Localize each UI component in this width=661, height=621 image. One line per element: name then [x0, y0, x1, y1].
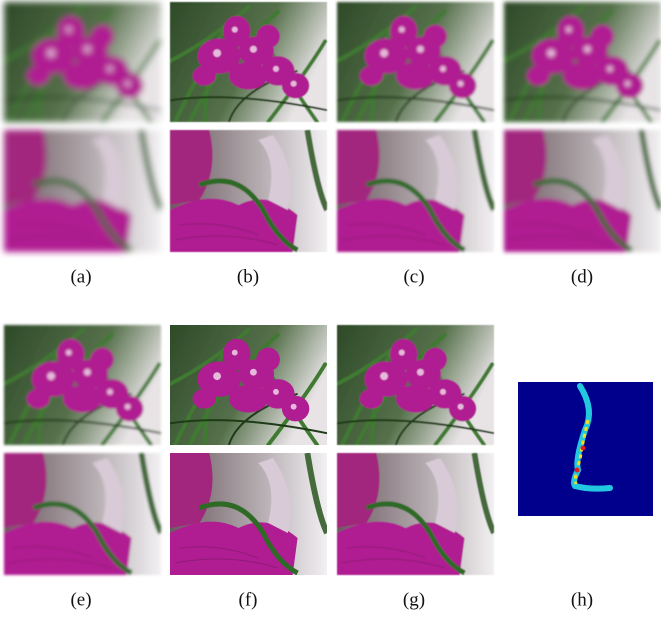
figure: (a) (b) (c) (d) (e) (f) (g) (h)	[0, 0, 661, 616]
panel-label: (b)	[237, 266, 259, 287]
result-image	[4, 325, 161, 445]
result-image	[337, 2, 494, 122]
zoom-crop	[4, 453, 161, 575]
panel-label: (c)	[403, 266, 424, 287]
panel: (b)	[170, 2, 327, 287]
zoom-crop	[170, 453, 327, 575]
panel: (e)	[4, 325, 161, 610]
panel: (h)	[518, 382, 653, 610]
panel: (c)	[337, 2, 494, 287]
panel: (a)	[4, 2, 161, 287]
panel: (g)	[337, 325, 494, 610]
zoom-crop	[337, 130, 494, 252]
zoom-crop	[337, 453, 494, 575]
result-image	[504, 2, 661, 122]
kernel-peak	[575, 468, 580, 473]
result-image	[337, 325, 494, 445]
zoom-crop	[170, 130, 327, 252]
panels: (a) (b) (c) (d) (e) (f) (g) (h)	[4, 2, 661, 610]
panel: (d)	[504, 2, 661, 287]
panel-label: (a)	[70, 266, 91, 287]
result-image	[170, 2, 327, 122]
panel: (f)	[170, 325, 327, 610]
zoom-crop	[4, 130, 161, 252]
kernel-peak	[581, 446, 586, 451]
result-image	[170, 325, 327, 445]
panel-label: (f)	[239, 589, 258, 610]
panel-label: (g)	[403, 589, 425, 610]
panel-label: (d)	[571, 266, 593, 287]
panel-label: (h)	[571, 589, 593, 610]
zoom-crop	[504, 130, 661, 252]
result-image	[4, 2, 161, 122]
panel-label: (e)	[70, 589, 91, 610]
